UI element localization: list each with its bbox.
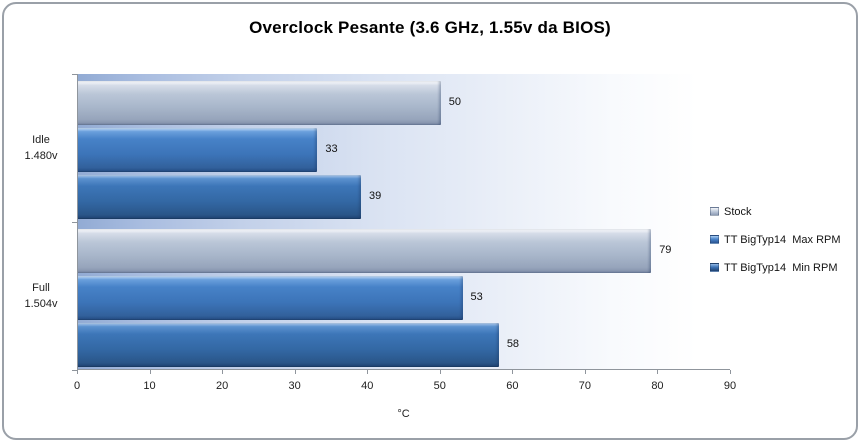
bar-full-2 [78, 323, 499, 367]
x-tick-label: 30 [288, 380, 301, 392]
category-voltage: 1.480v [24, 150, 58, 162]
legend-color-swatch [710, 263, 719, 272]
bar-value-label: 39 [368, 190, 382, 202]
bar-value-label: 33 [325, 143, 338, 155]
x-tick-mark [77, 370, 78, 374]
x-tick-label: 60 [506, 380, 519, 392]
legend-item: TT BigTyp14 Max RPM [710, 232, 841, 247]
legend-label: Stock [724, 205, 752, 218]
x-tick-mark [657, 370, 659, 374]
bar-full-0 [78, 229, 652, 273]
x-tick-label: 80 [651, 380, 664, 392]
y-tick-mark [72, 370, 77, 371]
category-name: Full [32, 282, 50, 294]
bar-idle-0 [78, 81, 441, 125]
x-tick-mark [294, 370, 296, 374]
legend-label: TT BigTyp14 Min RPM [724, 261, 838, 274]
x-tick-label: 50 [433, 380, 446, 392]
category-label: Idle 1.480v [10, 132, 72, 164]
legend-label: TT BigTyp14 Max RPM [724, 233, 841, 246]
x-tick-mark [730, 370, 731, 374]
x-axis-title: °C [397, 408, 410, 420]
bar-value-label: 50 [448, 96, 462, 108]
bar-full-1 [78, 276, 463, 320]
x-tick-label: 70 [578, 380, 591, 392]
bar-idle-2 [78, 175, 361, 219]
legend-color-swatch [710, 207, 719, 216]
category-name: Idle [32, 134, 50, 146]
bar-value-label: 79 [659, 244, 672, 256]
x-tick-mark [584, 370, 586, 374]
x-tick-mark [367, 370, 369, 374]
category-voltage: 1.504v [24, 298, 58, 310]
legend: Stock TT BigTyp14 Max RPM TT BigTyp14 Min … [710, 204, 841, 288]
legend-item: TT BigTyp14 Min RPM [710, 260, 841, 275]
y-tick-mark [72, 74, 77, 75]
x-tick-label: 0 [73, 380, 81, 392]
bar-idle-1 [78, 128, 318, 172]
x-tick-mark [439, 370, 441, 374]
bar-value-label: 53 [470, 291, 483, 303]
x-tick-label: 90 [723, 380, 737, 392]
legend-color-swatch [710, 235, 719, 244]
x-tick-label: 20 [215, 380, 229, 392]
y-tick-mark [72, 222, 77, 223]
bar-value-label: 58 [506, 338, 520, 350]
x-tick-mark [222, 370, 224, 374]
chart-title: Overclock Pesante (3.6 GHz, 1.55v da BIO… [249, 18, 611, 37]
category-label: Full 1.504v [10, 280, 72, 312]
x-tick-label: 10 [143, 380, 156, 392]
legend-item: Stock [710, 204, 841, 219]
x-tick-mark [512, 370, 514, 374]
x-tick-label: 40 [361, 380, 374, 392]
x-tick-mark [149, 370, 151, 374]
plot-area: 50 33 39 79 53 58 [77, 74, 730, 370]
